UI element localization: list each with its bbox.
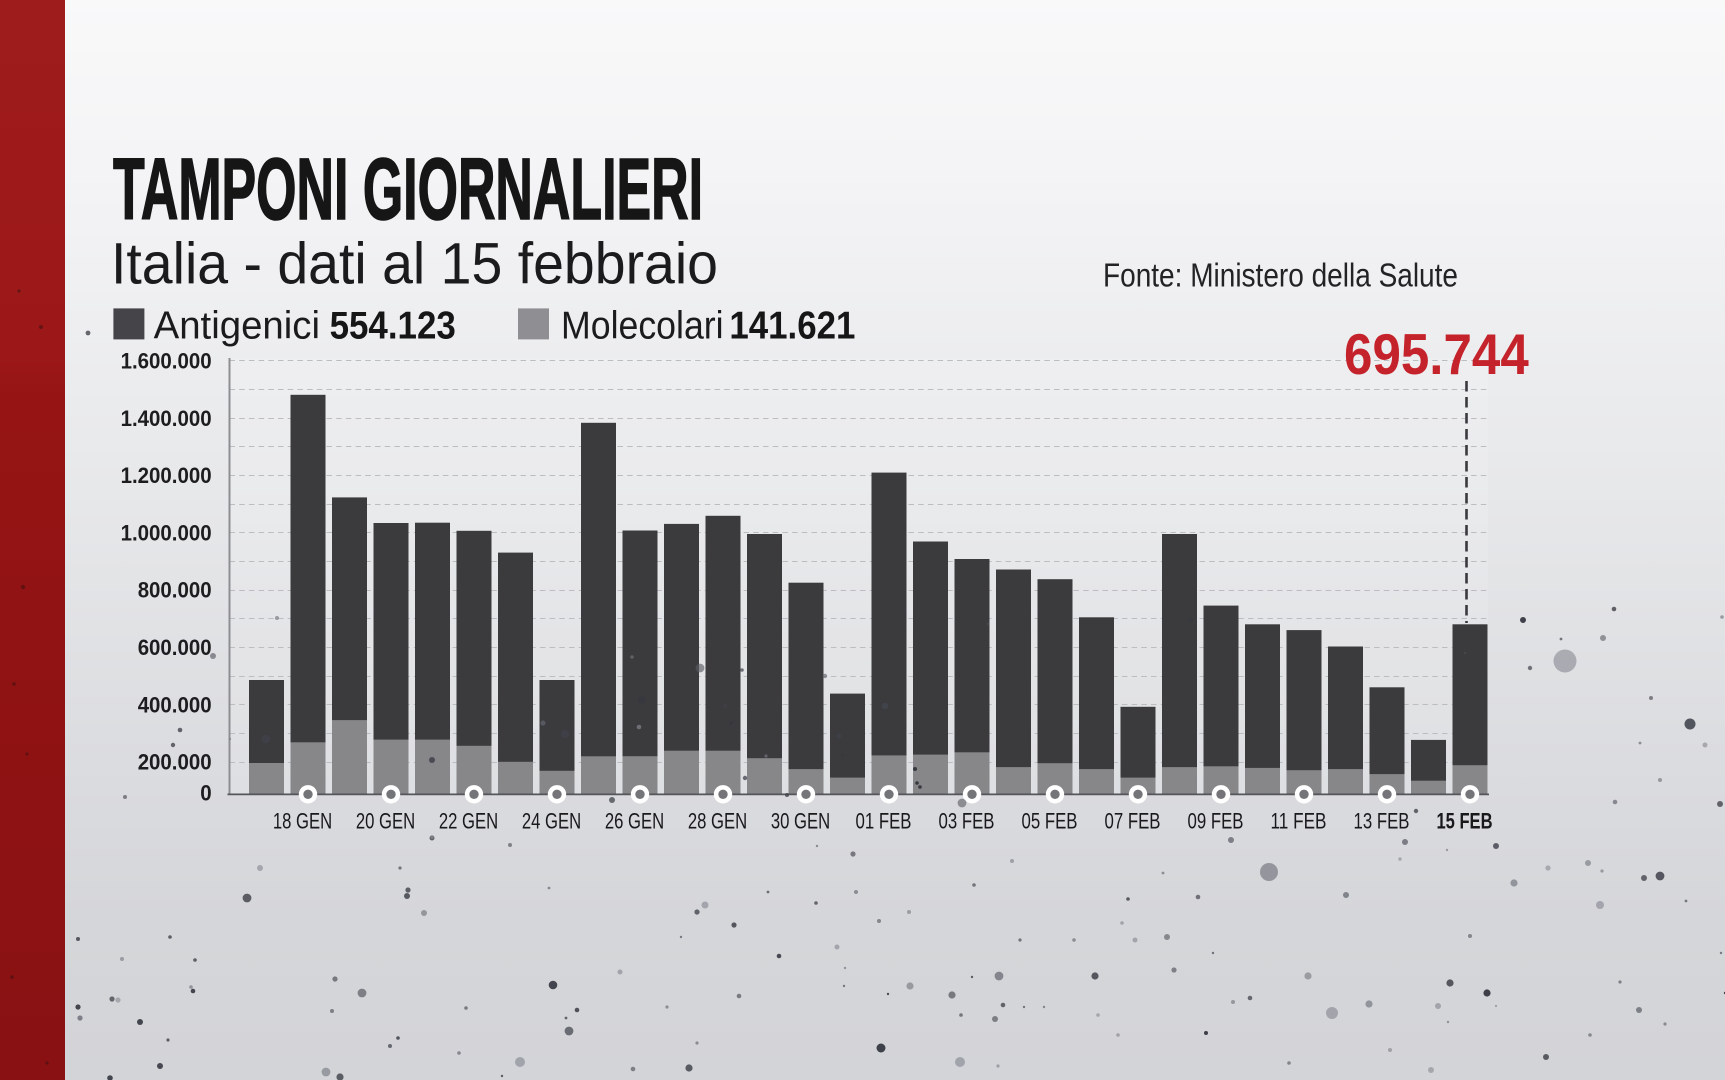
svg-text:22 GEN: 22 GEN bbox=[439, 809, 498, 834]
svg-text:09 FEB: 09 FEB bbox=[1188, 809, 1244, 834]
svg-text:30 GEN: 30 GEN bbox=[771, 809, 830, 834]
svg-text:TAMPONI GIORNALIERI: TAMPONI GIORNALIERI bbox=[113, 140, 703, 238]
svg-text:600.000: 600.000 bbox=[138, 635, 212, 660]
svg-text:03 FEB: 03 FEB bbox=[939, 809, 995, 834]
svg-text:695.744: 695.744 bbox=[1344, 323, 1529, 387]
svg-text:01 FEB: 01 FEB bbox=[856, 809, 912, 834]
svg-text:0: 0 bbox=[200, 781, 211, 806]
svg-text:11 FEB: 11 FEB bbox=[1271, 809, 1327, 834]
svg-text:26 GEN: 26 GEN bbox=[605, 809, 664, 834]
svg-text:18 GEN: 18 GEN bbox=[273, 809, 332, 834]
svg-text:Molecolari: Molecolari bbox=[561, 304, 724, 347]
svg-text:200.000: 200.000 bbox=[138, 750, 212, 775]
svg-text:13 FEB: 13 FEB bbox=[1354, 809, 1410, 834]
svg-text:28 GEN: 28 GEN bbox=[688, 809, 747, 834]
svg-text:24 GEN: 24 GEN bbox=[522, 809, 581, 834]
svg-text:554.123: 554.123 bbox=[330, 304, 456, 347]
svg-text:1.200.000: 1.200.000 bbox=[121, 463, 212, 488]
svg-text:Fonte: Ministero della Salute: Fonte: Ministero della Salute bbox=[1103, 256, 1458, 294]
svg-text:400.000: 400.000 bbox=[138, 692, 212, 717]
svg-text:1.600.000: 1.600.000 bbox=[121, 348, 212, 373]
svg-text:800.000: 800.000 bbox=[138, 578, 212, 603]
svg-text:1.400.000: 1.400.000 bbox=[121, 406, 212, 431]
svg-text:05 FEB: 05 FEB bbox=[1022, 809, 1078, 834]
svg-text:Italia - dati al 15 febbraio: Italia - dati al 15 febbraio bbox=[111, 232, 718, 297]
svg-text:20 GEN: 20 GEN bbox=[356, 809, 415, 834]
svg-text:07 FEB: 07 FEB bbox=[1105, 809, 1161, 834]
svg-text:1.000.000: 1.000.000 bbox=[121, 520, 212, 545]
svg-text:141.621: 141.621 bbox=[729, 304, 855, 347]
svg-text:Antigenici: Antigenici bbox=[154, 304, 320, 347]
svg-text:15 FEB: 15 FEB bbox=[1437, 809, 1493, 834]
